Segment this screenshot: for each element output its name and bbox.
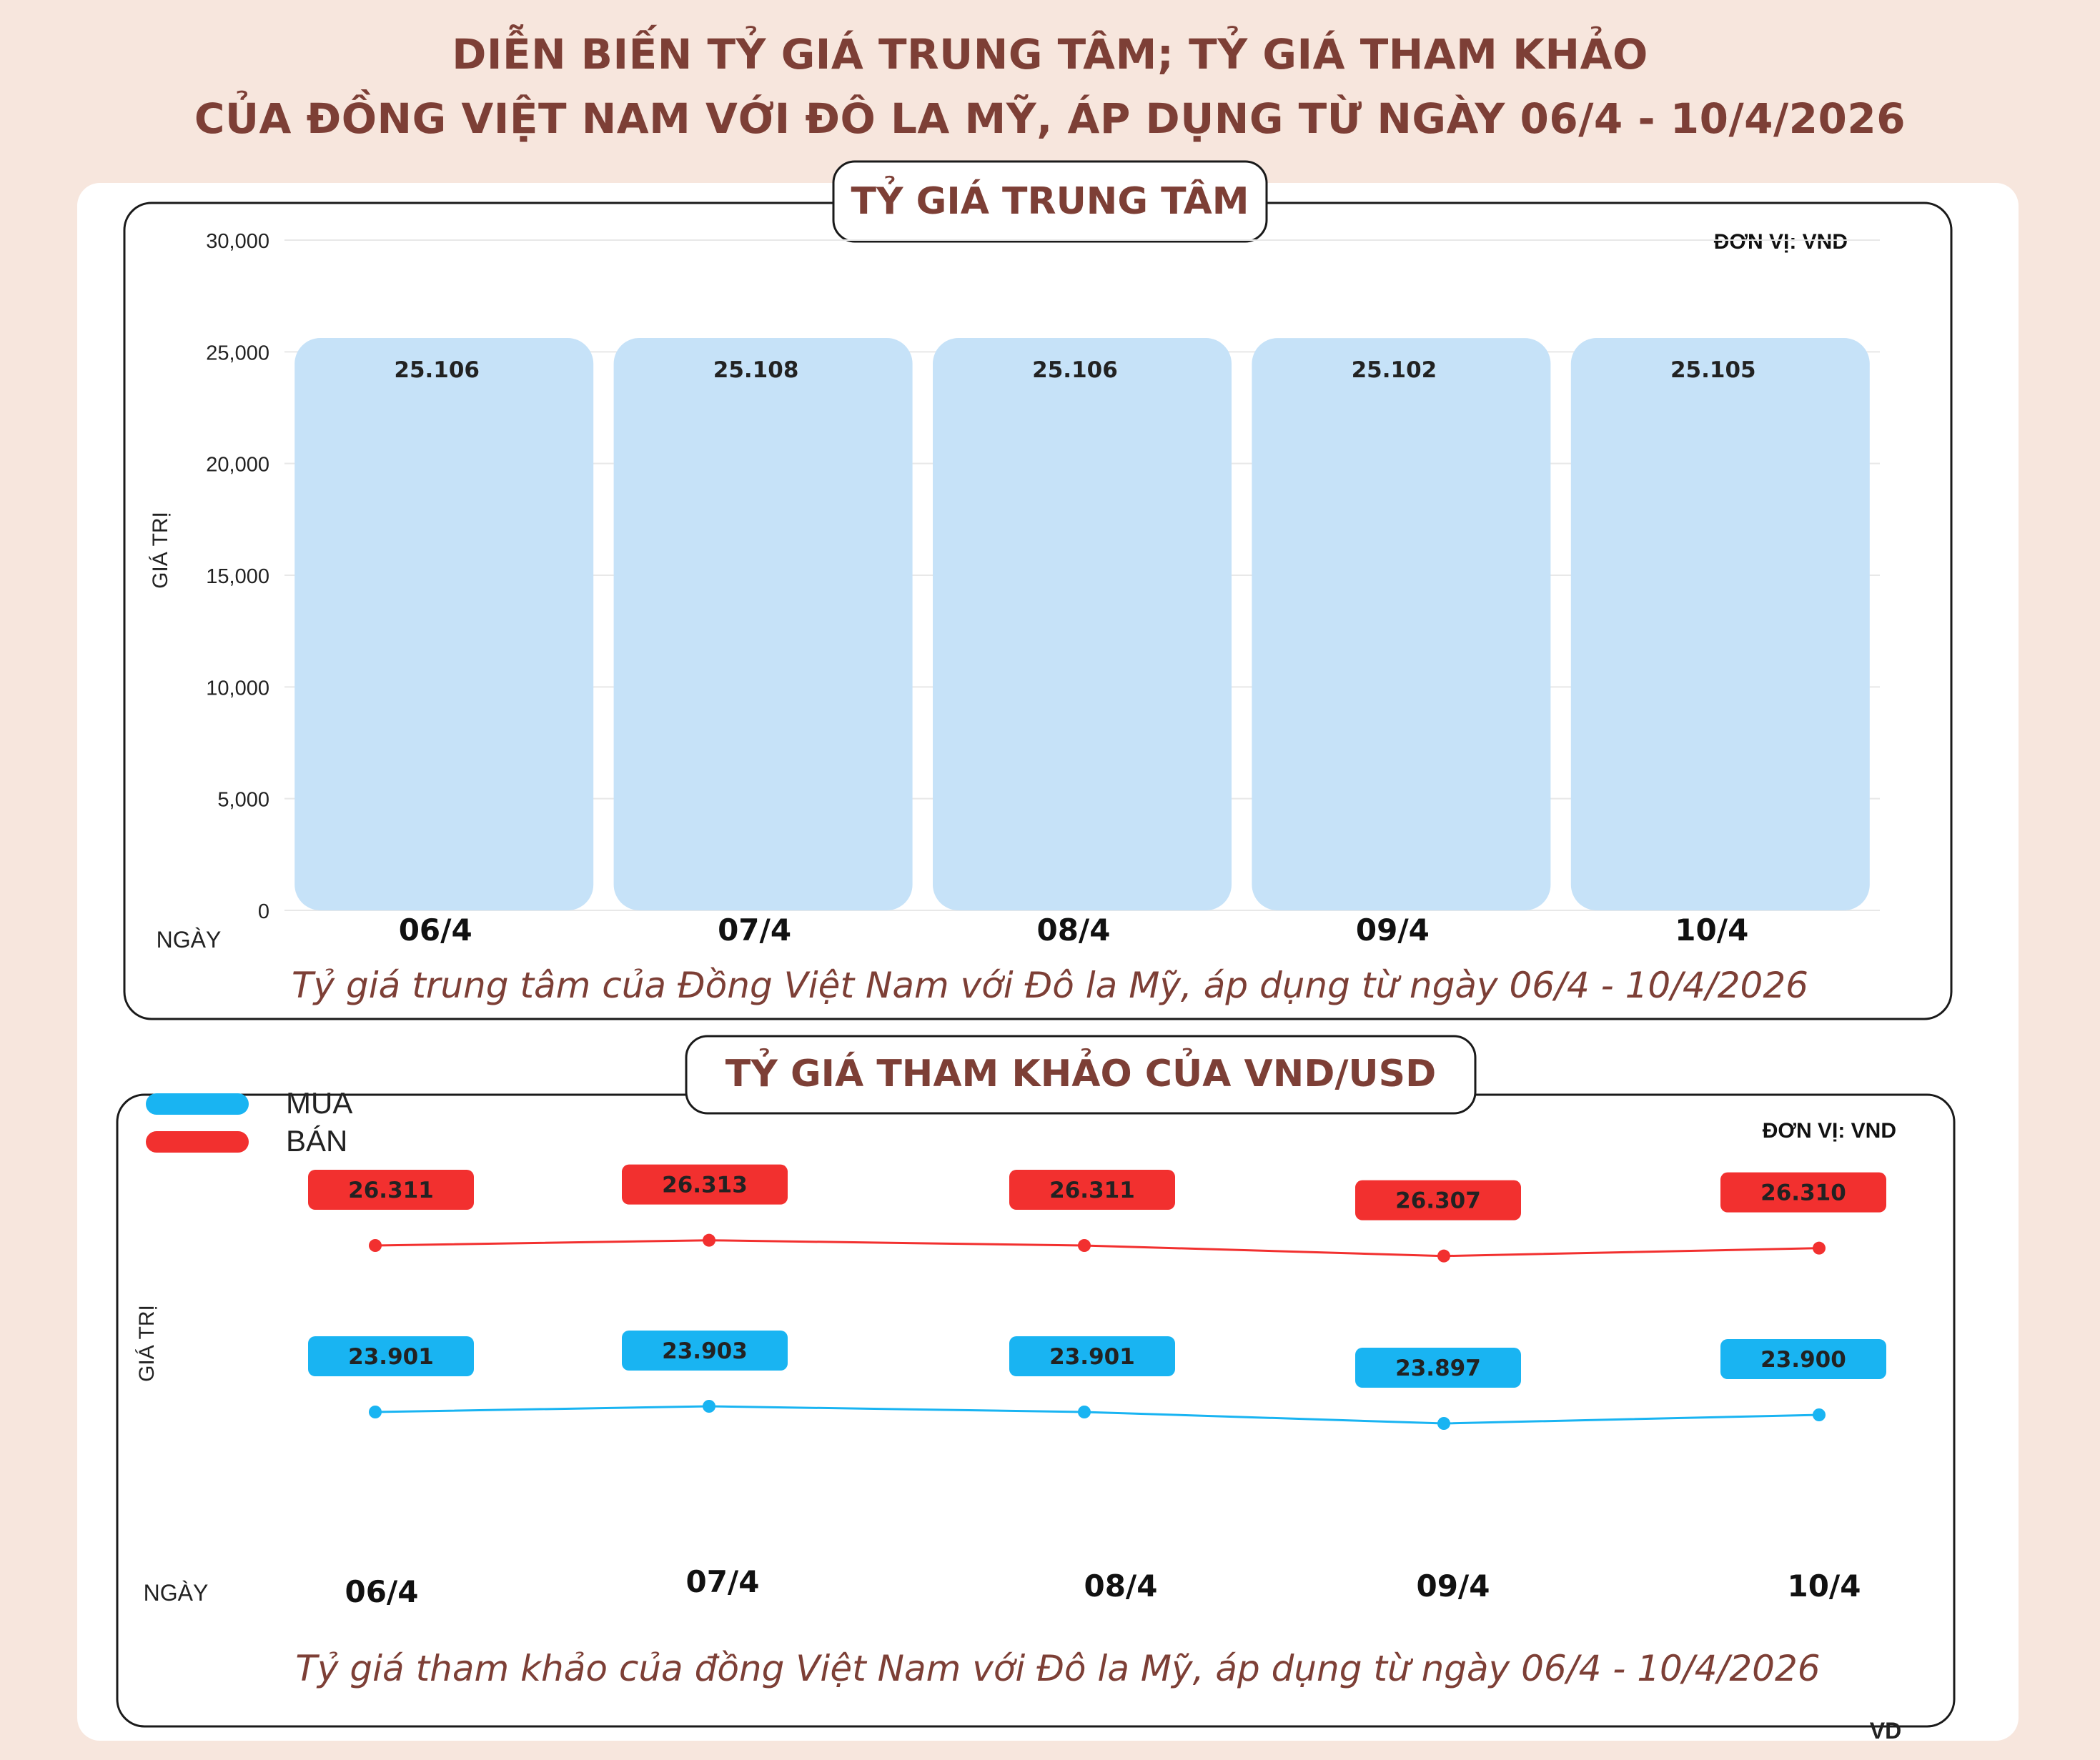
data-label-ban: 26.307 bbox=[1395, 1188, 1481, 1214]
bar-value-label: 25.106 bbox=[1032, 357, 1118, 383]
x-tick-label: 09/4 bbox=[1416, 1568, 1490, 1604]
value-pill-ban bbox=[308, 1170, 474, 1210]
x-tick-label: 07/4 bbox=[718, 913, 791, 948]
line-chart-title: TỶ GIÁ THAM KHẢO CỦA VND/USD bbox=[725, 1048, 1437, 1095]
legend-label-mua: MUA bbox=[286, 1086, 352, 1120]
y-tick-label: 0 bbox=[258, 900, 269, 923]
bar bbox=[294, 338, 594, 911]
bar-value-label: 25.105 bbox=[1670, 357, 1756, 383]
point-mua bbox=[703, 1400, 715, 1413]
line-series-mua bbox=[375, 1405, 1820, 1425]
line-series-ban bbox=[375, 1239, 1820, 1258]
page-title-line-2: CỦA ĐỒNG VIỆT NAM VỚI ĐÔ LA MỸ, ÁP DỤNG … bbox=[194, 94, 1906, 143]
y-tick-label: 25,000 bbox=[206, 342, 269, 364]
y-tick-label: 20,000 bbox=[206, 454, 269, 477]
page-title-line-1: DIỄN BIẾN TỶ GIÁ TRUNG TÂM; TỶ GIÁ THAM … bbox=[452, 30, 1648, 79]
point-ban bbox=[1813, 1241, 1826, 1255]
bar bbox=[1252, 338, 1551, 910]
data-label-mua: 23.903 bbox=[662, 1338, 748, 1364]
bar-chart-title: TỶ GIÁ TRUNG TÂM bbox=[851, 176, 1249, 223]
line-chart-unit: ĐƠN VỊ: VND bbox=[1763, 1119, 1896, 1143]
point-mua bbox=[1078, 1406, 1091, 1418]
bar-value-label: 25.102 bbox=[1352, 357, 1437, 383]
x-tick-label: 06/4 bbox=[399, 913, 472, 948]
legend: MUA BÁN bbox=[146, 1086, 352, 1158]
bar-chart-title-pill bbox=[832, 160, 1268, 243]
value-pill-mua bbox=[1009, 1336, 1175, 1376]
value-pill-mua bbox=[1355, 1348, 1521, 1388]
point-ban bbox=[1437, 1249, 1450, 1263]
value-pill-mua bbox=[1720, 1339, 1886, 1379]
x-tick-label: 10/4 bbox=[1787, 1568, 1861, 1604]
point-mua bbox=[369, 1406, 382, 1418]
legend-swatch-ban bbox=[146, 1131, 249, 1153]
bar-chart-x-axis-title: NGÀY bbox=[157, 927, 222, 953]
legend-label-ban: BÁN bbox=[286, 1124, 347, 1158]
line-chart-x-axis-title: NGÀY bbox=[144, 1580, 209, 1606]
bar bbox=[613, 337, 913, 910]
data-label-ban: 26.311 bbox=[348, 1178, 434, 1203]
point-mua bbox=[1813, 1408, 1826, 1421]
data-label-ban: 26.313 bbox=[662, 1173, 748, 1198]
bar-chart-y-axis-title: GIÁ TRỊ bbox=[149, 512, 172, 589]
value-pill-ban bbox=[1355, 1180, 1521, 1220]
legend-swatch-mua bbox=[146, 1093, 249, 1115]
data-label-mua: 23.900 bbox=[1760, 1347, 1846, 1373]
point-ban bbox=[703, 1233, 715, 1247]
data-label-mua: 23.901 bbox=[348, 1344, 434, 1370]
data-label-mua: 23.897 bbox=[1395, 1356, 1481, 1381]
credit-label: VD bbox=[1870, 1718, 1901, 1744]
bar-value-label: 25.106 bbox=[394, 357, 480, 383]
y-tick-label: 15,000 bbox=[206, 565, 269, 588]
data-label-ban: 26.311 bbox=[1049, 1178, 1135, 1203]
bar-chart-unit: ĐƠN VỊ: VND bbox=[1714, 230, 1848, 254]
value-pill-mua bbox=[622, 1331, 788, 1371]
value-pill-ban bbox=[1009, 1170, 1175, 1210]
point-ban bbox=[369, 1239, 382, 1252]
line-chart-caption: Tỷ giá tham khảo của đồng Việt Nam với Đ… bbox=[295, 1648, 1820, 1689]
x-tick-label: 08/4 bbox=[1036, 913, 1110, 948]
bar bbox=[933, 338, 1232, 911]
bar bbox=[1570, 338, 1870, 911]
data-label-mua: 23.901 bbox=[1049, 1344, 1135, 1370]
value-pill-mua bbox=[308, 1336, 474, 1376]
line-chart-y-axis-title: GIÁ TRỊ bbox=[135, 1305, 159, 1382]
x-tick-label: 09/4 bbox=[1356, 913, 1430, 948]
y-tick-label: 5,000 bbox=[217, 789, 269, 812]
x-tick-label: 08/4 bbox=[1084, 1568, 1157, 1604]
bar-value-label: 25.108 bbox=[713, 357, 799, 383]
bar-chart-caption: Tỷ giá trung tâm của Đồng Việt Nam với Đ… bbox=[292, 965, 1808, 1006]
line-chart-title-pill bbox=[685, 1035, 1477, 1115]
x-tick-label: 06/4 bbox=[345, 1574, 418, 1609]
point-ban bbox=[1078, 1239, 1091, 1252]
y-tick-label: 30,000 bbox=[206, 230, 269, 253]
y-tick-label: 10,000 bbox=[206, 677, 269, 700]
value-pill-ban bbox=[1720, 1172, 1886, 1213]
value-pill-ban bbox=[622, 1164, 788, 1205]
data-label-ban: 26.310 bbox=[1760, 1180, 1846, 1206]
x-tick-label: 07/4 bbox=[685, 1564, 759, 1599]
x-tick-label: 10/4 bbox=[1675, 913, 1748, 948]
point-mua bbox=[1437, 1417, 1450, 1430]
